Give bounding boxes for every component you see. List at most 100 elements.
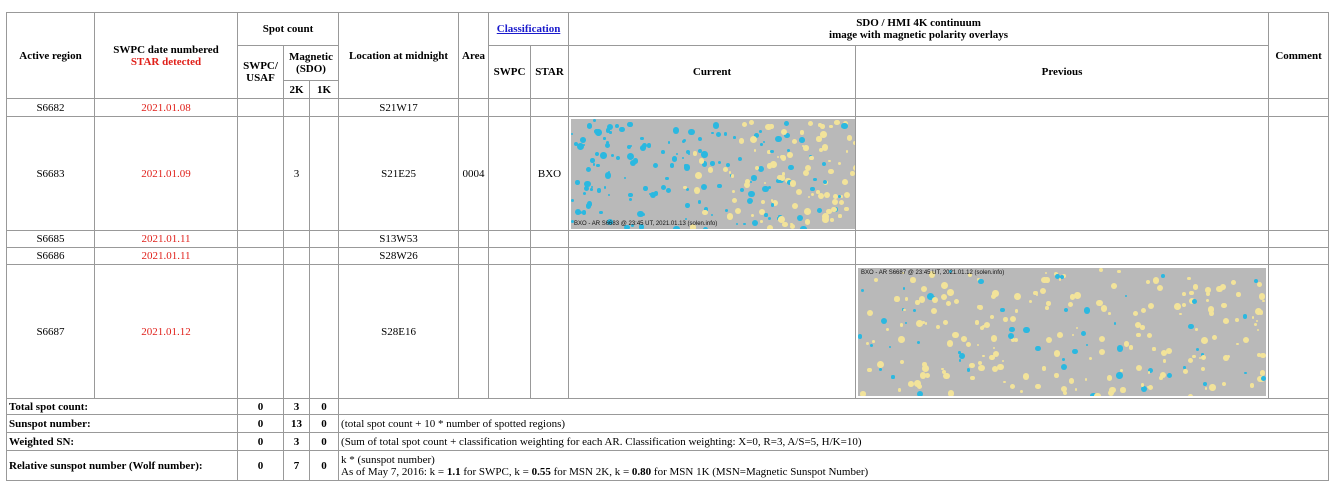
polarity-spot <box>1203 382 1207 386</box>
cell: S6687 <box>7 265 95 399</box>
polarity-spot <box>1193 284 1198 289</box>
polarity-spot <box>1010 316 1016 322</box>
polarity-spot <box>816 190 820 194</box>
polarity-spot <box>828 169 833 174</box>
polarity-spot <box>682 140 685 143</box>
polarity-spot <box>1042 366 1047 371</box>
polarity-spot <box>1250 383 1255 388</box>
previous-image-cell <box>856 117 1269 231</box>
polarity-spot <box>777 175 783 181</box>
polarity-spot <box>993 351 999 357</box>
summary-note: k * (sunspot number)As of May 7, 2016: k… <box>339 451 1329 481</box>
polarity-spot <box>571 133 573 135</box>
polarity-spot <box>813 178 817 182</box>
polarity-spot <box>759 130 762 133</box>
polarity-spot <box>1236 292 1241 297</box>
polarity-spot <box>969 363 974 368</box>
classification-link[interactable]: Classification <box>497 23 561 35</box>
note-text: (total spot count + 10 * number of spott… <box>341 418 565 430</box>
polarity-spot <box>784 121 789 126</box>
polarity-spot <box>947 289 953 295</box>
polarity-spot <box>1183 366 1186 369</box>
polarity-spot <box>910 277 916 283</box>
polarity-spot <box>1035 384 1041 390</box>
polarity-spot <box>750 136 757 143</box>
polarity-spot <box>726 163 730 167</box>
polarity-spot <box>1057 332 1063 338</box>
polarity-spot <box>628 193 632 197</box>
polarity-spot <box>593 119 596 122</box>
cell <box>531 99 569 117</box>
region: S6687 <box>36 326 64 338</box>
summary-row: Sunspot number:0130(total spot count + 1… <box>7 415 1329 433</box>
current-image-cell <box>569 231 856 248</box>
polarity-spot <box>903 287 906 290</box>
polarity-spot <box>702 210 707 215</box>
polarity-spot <box>673 127 679 133</box>
header-cell: SDO / HMI 4K continuumimage with magneti… <box>569 13 1269 46</box>
polarity-spot <box>654 191 659 196</box>
summary-note <box>339 399 1329 415</box>
polarity-spot <box>1009 327 1015 333</box>
polarity-spot <box>1045 272 1047 274</box>
polarity-spot <box>1061 364 1067 370</box>
polarity-spot <box>616 156 620 160</box>
header-cell: Current <box>569 46 856 99</box>
polarity-spot <box>799 137 805 143</box>
polarity-spot <box>913 309 916 312</box>
previous-image-cell <box>856 248 1269 265</box>
summary-value: 0 <box>310 433 339 451</box>
polarity-spot <box>744 182 750 188</box>
polarity-spot <box>1085 378 1088 381</box>
location: S21W17 <box>379 102 418 114</box>
polarity-spot <box>693 151 698 156</box>
polarity-spot <box>831 207 837 213</box>
polarity-spot <box>839 200 844 205</box>
region-row: S66852021.01.11S13W53 <box>7 231 1329 248</box>
summary-label: Total spot count: <box>7 399 238 415</box>
polarity-spot <box>1262 300 1265 303</box>
page: Active region SWPC date numberedSTAR det… <box>0 0 1334 483</box>
polarity-spot <box>894 296 899 301</box>
polarity-spot <box>820 124 825 129</box>
polarity-spot <box>1003 381 1005 383</box>
cell: 2021.01.12 <box>95 265 238 399</box>
summary-value: 0 <box>238 399 284 415</box>
polarity-spot <box>743 223 746 226</box>
cell <box>284 248 310 265</box>
polarity-spot <box>1059 278 1062 281</box>
polarity-spot <box>830 218 834 222</box>
polarity-spot <box>823 180 827 184</box>
cell <box>238 99 284 117</box>
polarity-spot <box>593 163 595 165</box>
polarity-spot <box>699 158 704 163</box>
polarity-spot <box>595 129 602 136</box>
polarity-spot <box>810 187 815 192</box>
polarity-spot <box>1135 322 1141 328</box>
polarity-spot <box>1209 384 1215 390</box>
polarity-spot <box>1147 333 1152 338</box>
polarity-spot <box>1188 358 1193 363</box>
polarity-spot <box>586 167 591 172</box>
polarity-spot <box>611 154 614 157</box>
polarity-spot <box>1259 293 1265 299</box>
polarity-spot <box>619 127 624 132</box>
summary-label: Weighted SN: <box>7 433 238 451</box>
previous-image-cell <box>856 231 1269 248</box>
polarity-spot <box>587 201 592 206</box>
polarity-spot <box>829 125 833 129</box>
polarity-spot <box>1096 300 1103 307</box>
polarity-spot <box>615 124 619 128</box>
region: S6686 <box>36 250 64 262</box>
polarity-spot <box>1084 307 1090 313</box>
polarity-spot <box>978 365 985 372</box>
polarity-spot <box>1054 350 1061 357</box>
polarity-spot <box>1133 311 1139 317</box>
cell: BXO <box>531 117 569 231</box>
polarity-spot <box>941 282 948 289</box>
star-class: BXO <box>538 168 561 180</box>
cell <box>310 99 339 117</box>
polarity-spot <box>808 196 810 198</box>
cell <box>238 248 284 265</box>
